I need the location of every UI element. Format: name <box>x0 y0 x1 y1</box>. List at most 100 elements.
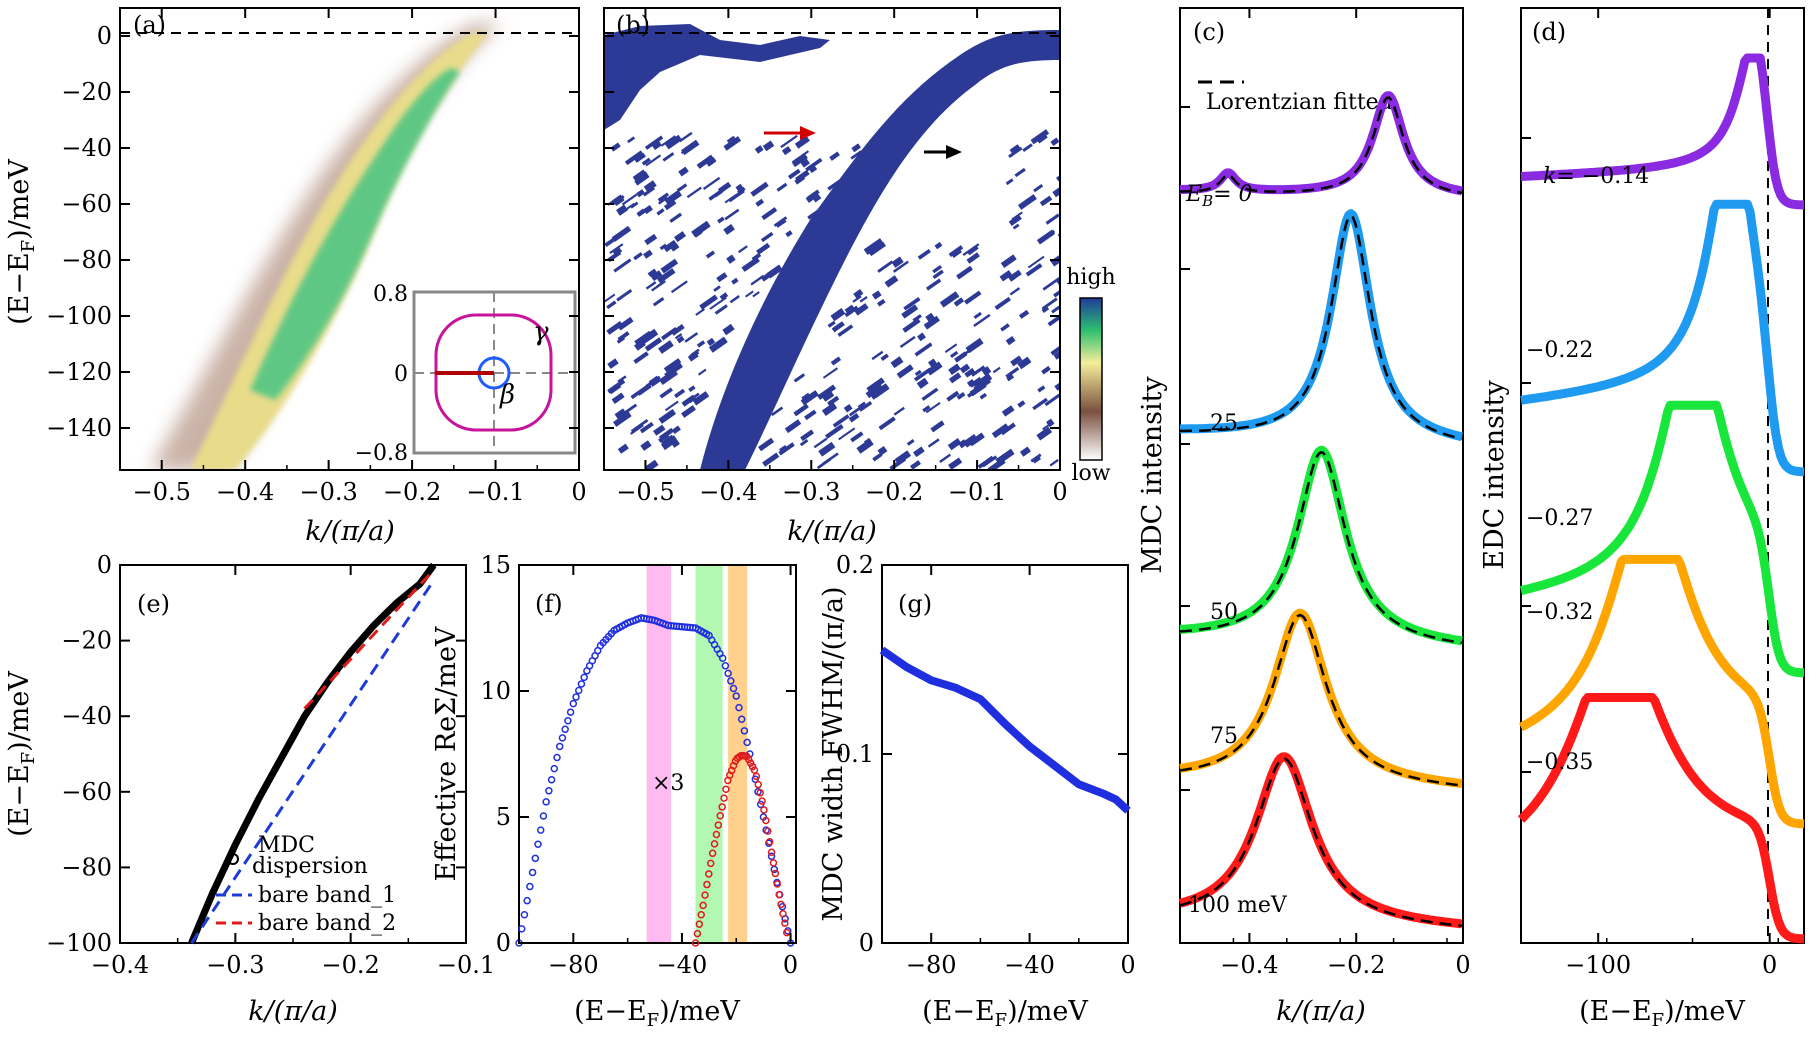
noise-speck <box>793 373 806 383</box>
times3-point <box>765 837 774 846</box>
noise-speck <box>613 258 632 273</box>
legend-e-bare2: bare band_2 <box>258 911 396 936</box>
noise-speck <box>913 446 925 458</box>
noise-speck <box>916 377 929 389</box>
resigma-point <box>528 868 537 877</box>
resigma-point <box>572 693 580 701</box>
noise-speck <box>892 260 909 273</box>
noise-speck <box>771 406 784 417</box>
y-tick-label: −60 <box>61 778 112 806</box>
x-tick-label: −0.2 <box>383 478 441 506</box>
noise-speck <box>964 290 982 305</box>
noise-speck <box>611 392 625 404</box>
noise-speck <box>968 432 985 447</box>
noise-speck <box>917 248 931 260</box>
noise-speck <box>838 427 856 441</box>
noise-speck <box>800 429 815 442</box>
noise-speck <box>818 209 833 222</box>
noise-speck <box>616 289 633 302</box>
noise-speck <box>877 260 894 273</box>
noise-speck <box>606 300 617 310</box>
noise-speck <box>756 242 771 255</box>
noise-speck <box>643 249 653 259</box>
x-tick-label: 0 <box>1052 478 1067 506</box>
band-ridge <box>700 30 1060 470</box>
noise-speck <box>708 336 728 353</box>
noise-speck <box>745 290 754 298</box>
k-label-3: −0.32 <box>1526 600 1593 625</box>
noise-speck <box>617 375 627 383</box>
noise-speck <box>1007 269 1022 282</box>
noise-speck <box>633 252 643 261</box>
noise-speck <box>616 204 628 216</box>
noise-speck <box>939 291 960 308</box>
panel-e: (e) MDC dispersion bare band_1 bare band… <box>4 551 495 1027</box>
resigma-point <box>558 734 567 742</box>
label-a: (a) <box>133 11 166 39</box>
noise-speck <box>724 193 738 204</box>
noise-speck <box>800 157 810 168</box>
noise-speck <box>973 313 991 328</box>
y-tick-label: 0 <box>97 22 112 50</box>
noise-speck <box>830 356 842 366</box>
noise-speck <box>913 367 932 382</box>
noise-speck <box>642 186 656 197</box>
noise-speck <box>663 239 678 253</box>
noise-speck <box>705 250 716 259</box>
noise-speck <box>659 243 668 251</box>
noise-speck <box>1039 195 1053 207</box>
noise-speck <box>948 245 964 258</box>
x-tick-label: −0.4 <box>216 478 274 506</box>
noise-speck <box>914 342 933 357</box>
resigma-point <box>580 673 588 682</box>
black-arrow <box>924 145 962 159</box>
noise-speck <box>932 269 944 280</box>
y-tick-label: −40 <box>61 134 112 162</box>
frame-b <box>603 7 1061 471</box>
resigma-point <box>534 840 542 848</box>
noise-speck <box>850 150 863 160</box>
noise-speck <box>691 220 711 238</box>
noise-speck <box>679 131 693 143</box>
y-label-e: (E−EF)/meV <box>4 671 39 837</box>
noise-speck <box>912 314 922 323</box>
times3-point <box>691 939 700 947</box>
noise-speck <box>813 195 822 203</box>
noise-speck <box>671 244 680 252</box>
times3-point <box>781 919 789 927</box>
resigma-point <box>727 677 735 685</box>
resigma-point <box>545 787 553 795</box>
noise-speck <box>1027 255 1045 269</box>
noise-speck <box>644 233 658 246</box>
noise-speck <box>793 403 809 417</box>
noise-speck <box>612 247 623 256</box>
noise-speck <box>859 295 868 303</box>
resigma-point <box>740 727 749 735</box>
noise-speck <box>1030 129 1050 145</box>
noise-speck <box>1008 146 1023 159</box>
noise-speck <box>728 189 745 203</box>
noise-speck <box>657 192 670 202</box>
axis-b: −0.5 −0.4 −0.3 −0.2 −0.1 0 <box>603 8 1068 506</box>
noise-speck <box>670 280 688 294</box>
offset-50: 50 <box>1210 600 1238 625</box>
band-peak <box>250 68 460 400</box>
x-tick-label: −0.5 <box>616 478 674 506</box>
noise-speck <box>972 373 993 390</box>
colorbar: high low <box>1066 265 1115 486</box>
noise-speck <box>827 179 842 191</box>
times3-point <box>752 772 761 781</box>
noise-speck <box>752 291 760 298</box>
noise-speck <box>854 303 869 316</box>
noise-speck <box>676 183 688 193</box>
noise-speck <box>640 440 652 451</box>
noise-speck <box>1036 426 1053 441</box>
noise-speck <box>956 391 966 400</box>
noise-speck <box>956 265 973 280</box>
y-tick-label: −120 <box>46 358 112 386</box>
noise-speck <box>659 387 673 399</box>
x-tick-label: 0 <box>1455 951 1470 979</box>
panel-a: (a) 0.8 0 −0.8 γ β −0.5 −0.4 −0.3 −0.2 −0.1 0… <box>4 7 587 547</box>
frame-a <box>119 7 580 471</box>
